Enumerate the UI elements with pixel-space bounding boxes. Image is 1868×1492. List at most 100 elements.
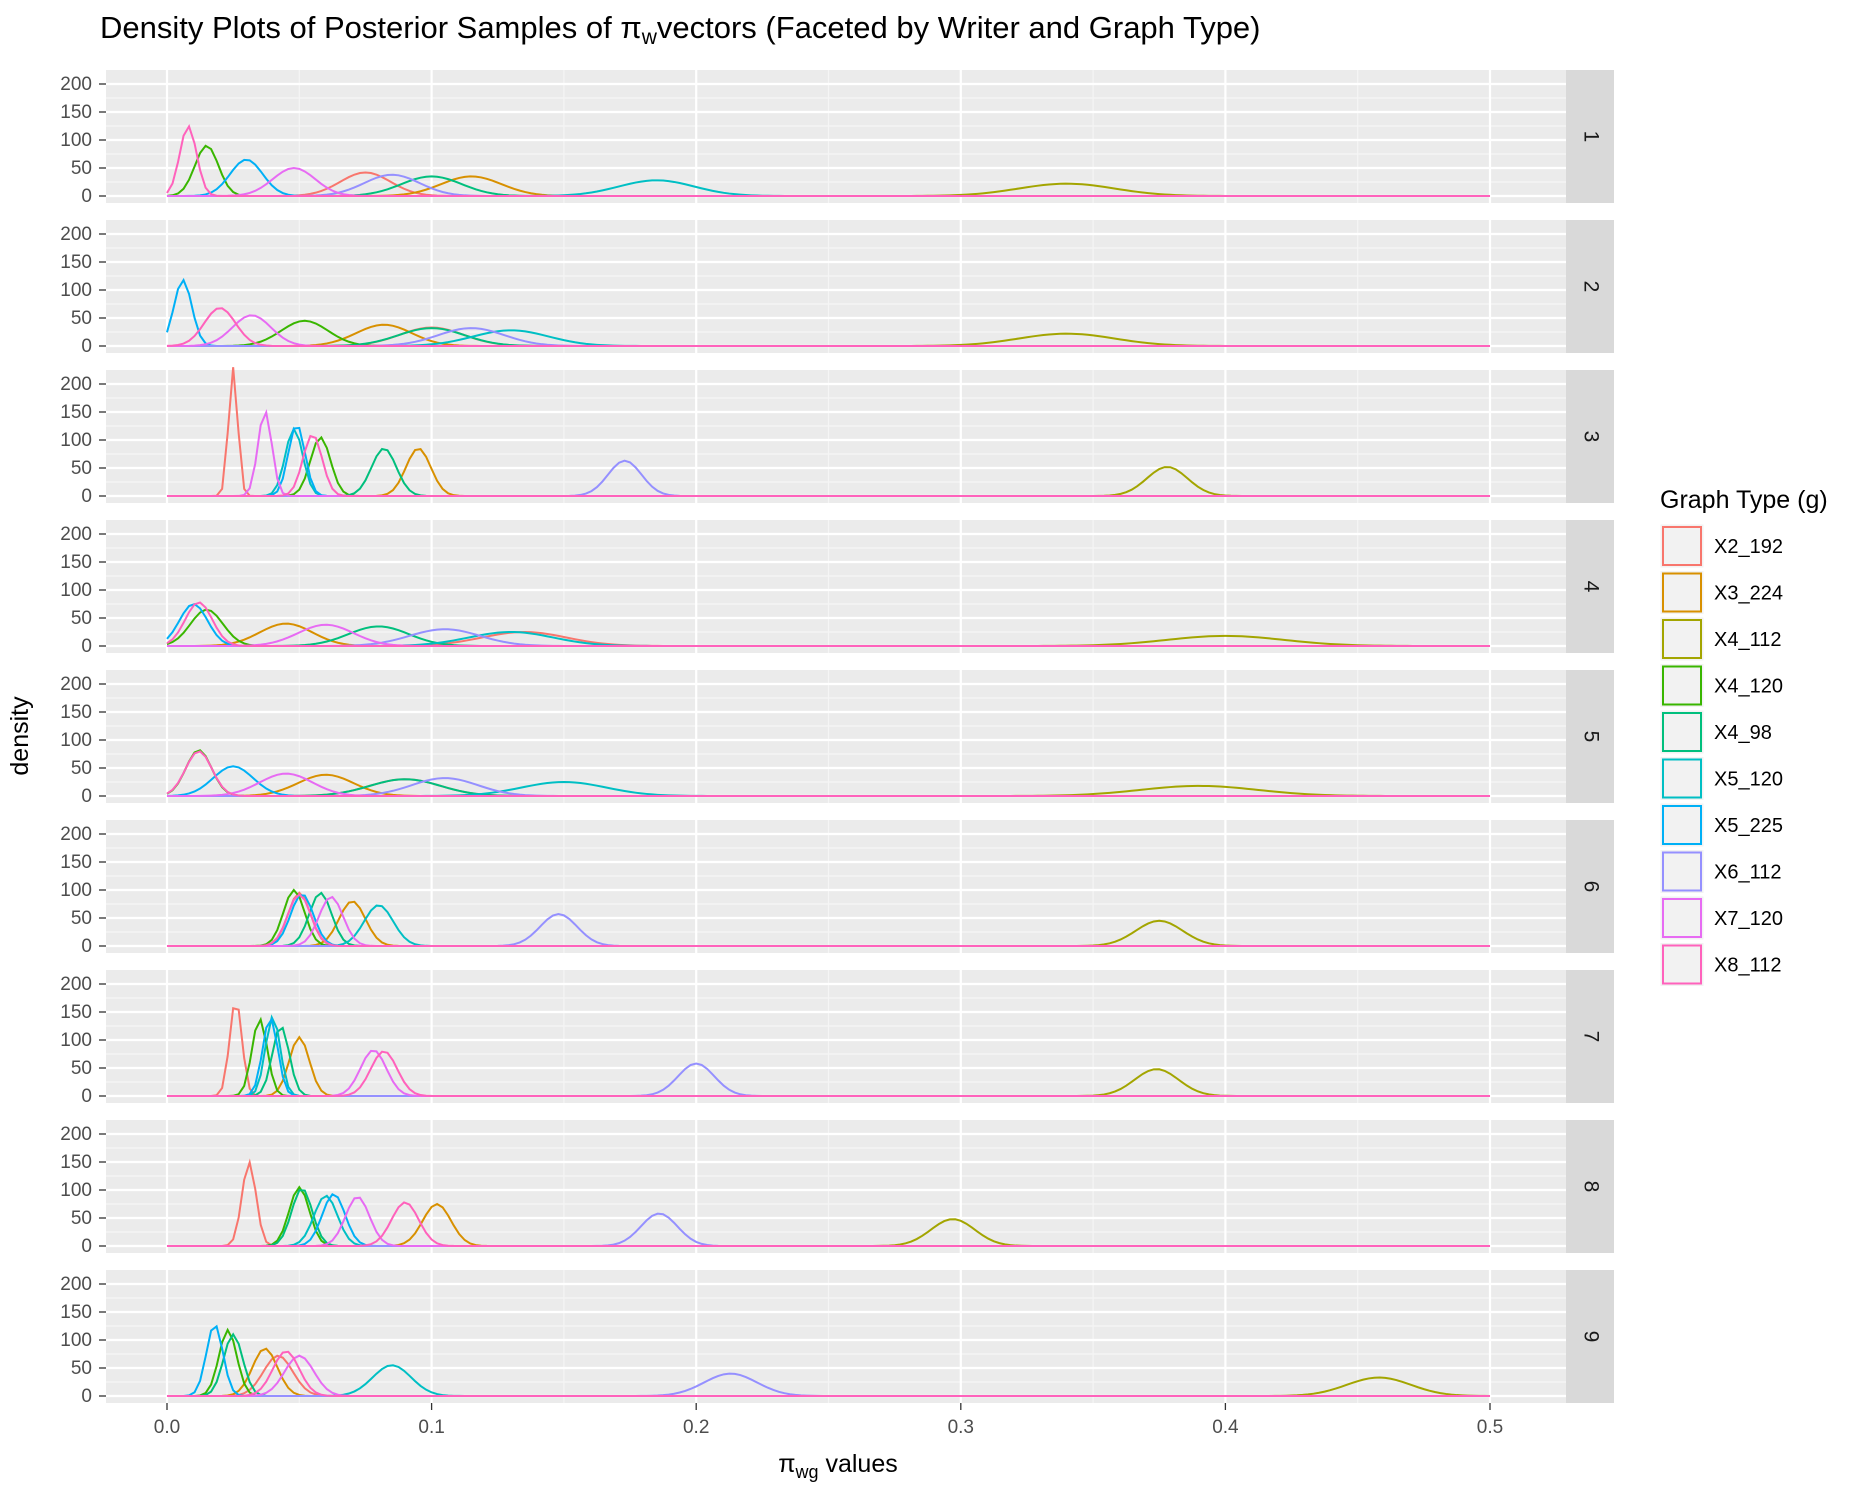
- y-tick-label: 0: [81, 486, 92, 507]
- legend-item-x5_120: X5_120: [1659, 756, 1783, 801]
- legend-key: [1659, 849, 1705, 894]
- legend-key: [1659, 756, 1705, 801]
- legend-key-swatch: [1662, 944, 1702, 985]
- panel-background: [106, 1270, 1566, 1403]
- x-tick-label: 0.3: [948, 1417, 974, 1438]
- title-pi-symbol: π: [620, 10, 641, 45]
- facet-strip-label: 3: [1579, 431, 1602, 443]
- legend-item-x3_224: X3_224: [1659, 570, 1783, 615]
- y-tick-label: 150: [60, 702, 92, 723]
- y-tick-label: 50: [71, 908, 92, 929]
- facet-strip: [1566, 970, 1614, 1103]
- y-tick-label: 0: [81, 1236, 92, 1257]
- legend-item-x6_112: X6_112: [1659, 849, 1781, 894]
- density-line-x8_112: [167, 1350, 1490, 1397]
- legend-key: [1659, 942, 1705, 987]
- facet-panel-1: 0 50 100 150 200 1: [60, 70, 1614, 207]
- y-tick-label: 50: [71, 758, 92, 779]
- panel-background: [106, 520, 1566, 653]
- chart-title: Density Plots of Posterior Samples of πw…: [100, 10, 1261, 49]
- x-axis-subscript: wg: [795, 1462, 819, 1482]
- legend-key-swatch: [1662, 898, 1702, 938]
- legend-key-swatch: [1662, 665, 1702, 706]
- legend-label: X5_120: [1714, 769, 1783, 791]
- facet-panel-8: 0 50 100 150 200 8: [60, 1120, 1614, 1257]
- y-tick-label: 100: [60, 130, 92, 151]
- facet-panel-5: 0 50 100 150 200 5: [60, 670, 1614, 807]
- y-tick-label: 200: [60, 1274, 92, 1295]
- panel-background: [106, 970, 1566, 1103]
- density-line-x8_112: [167, 1201, 1490, 1247]
- y-tick-label: 200: [60, 824, 92, 845]
- legend-key: [1659, 709, 1705, 755]
- facet-panel-6: 0 50 100 150 200 6: [60, 820, 1614, 957]
- facet-strip-label: 6: [1579, 881, 1602, 893]
- legend-label: X4_112: [1714, 629, 1781, 651]
- y-tick-label: 100: [60, 1180, 92, 1201]
- x-axis-title: πwg values: [778, 1450, 897, 1482]
- density-line-x8_112: [166, 750, 1490, 797]
- legend: Graph Type (g) X2_192 X3_224 X4_112 X4_120 X…: [1659, 486, 1828, 987]
- x-axis: 0.0 0.1 0.2 0.3 0.4 0.5: [154, 1403, 1503, 1438]
- legend-key: [1659, 570, 1705, 615]
- density-line-x8_112: [167, 434, 1490, 497]
- facet-strip-label: 8: [1579, 1181, 1602, 1193]
- y-tick-label: 150: [60, 552, 92, 573]
- density-line-x8_112: [167, 1050, 1490, 1097]
- legend-item-x4_98: X4_98: [1659, 709, 1772, 755]
- y-tick-label: 50: [71, 1358, 92, 1379]
- legend-label: X4_120: [1714, 676, 1783, 698]
- density-line-x8_112: [166, 123, 1490, 197]
- legend-label: X6_112: [1714, 862, 1781, 884]
- y-tick-label: 100: [60, 730, 92, 751]
- y-tick-label: 0: [81, 1086, 92, 1107]
- facet-strip: [1566, 1120, 1614, 1253]
- facet-panel-4: 0 50 100 150 200 4: [60, 520, 1614, 657]
- legend-key-swatch: [1662, 619, 1702, 659]
- facet-strip-label: 9: [1579, 1331, 1602, 1343]
- legend-item-x5_225: X5_225: [1659, 802, 1783, 848]
- facet-panel-7: 0 50 100 150 200 7: [60, 970, 1614, 1107]
- x-tick-label: 0.5: [1477, 1417, 1503, 1438]
- legend-item-x8_112: X8_112: [1659, 942, 1781, 987]
- legend-label: X7_120: [1714, 908, 1783, 930]
- facet-panel-9: 0 50 100 150 200 9: [60, 1270, 1614, 1407]
- legend-key: [1659, 523, 1705, 569]
- facet-strip-label: 5: [1579, 731, 1602, 743]
- y-tick-label: 50: [71, 308, 92, 329]
- y-tick-label: 200: [60, 524, 92, 545]
- y-tick-label: 200: [60, 224, 92, 245]
- legend-key: [1659, 802, 1705, 848]
- facet-strip: [1566, 670, 1614, 803]
- facet-strip: [1566, 1270, 1614, 1403]
- y-tick-label: 100: [60, 880, 92, 901]
- y-tick-label: 150: [60, 1302, 92, 1323]
- legend-label: X4_98: [1714, 722, 1772, 744]
- facet-strip-label: 7: [1579, 1031, 1602, 1043]
- panel-background: [106, 670, 1566, 803]
- legend-key-swatch: [1662, 758, 1702, 799]
- y-axis-title: density: [6, 696, 34, 776]
- y-tick-label: 0: [81, 786, 92, 807]
- panel-background: [106, 370, 1566, 503]
- facet-strip: [1566, 220, 1614, 353]
- legend-key-swatch: [1662, 572, 1702, 613]
- y-tick-label: 150: [60, 252, 92, 273]
- facet-strip-label: 1: [1579, 131, 1602, 143]
- legend-label: X8_112: [1714, 955, 1781, 977]
- title-subscript: w: [641, 26, 658, 49]
- legend-key: [1659, 616, 1705, 662]
- legend-key: [1659, 663, 1705, 708]
- facets-layer: 0501001502001050100150200205010015020030…: [60, 70, 1614, 1407]
- legend-title: Graph Type (g): [1660, 486, 1828, 514]
- density-line-x8_112: [167, 893, 1490, 947]
- y-tick-label: 0: [81, 1386, 92, 1407]
- y-tick-label: 0: [81, 636, 92, 657]
- facet-strip-label: 2: [1579, 281, 1602, 293]
- legend-item-x7_120: X7_120: [1659, 895, 1783, 941]
- y-tick-label: 200: [60, 1124, 92, 1145]
- y-tick-label: 50: [71, 608, 92, 629]
- y-tick-label: 50: [71, 158, 92, 179]
- y-tick-label: 100: [60, 1330, 92, 1351]
